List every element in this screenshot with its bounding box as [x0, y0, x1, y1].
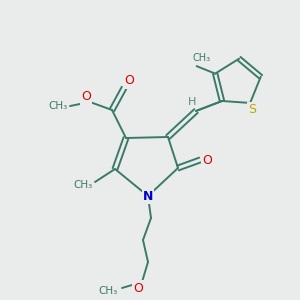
Text: O: O: [202, 154, 212, 166]
Text: S: S: [248, 103, 256, 116]
Text: H: H: [188, 97, 196, 107]
Text: CH₃: CH₃: [193, 53, 211, 63]
Text: CH₃: CH₃: [48, 101, 68, 111]
Text: CH₃: CH₃: [98, 286, 118, 296]
Text: O: O: [124, 74, 134, 88]
Text: O: O: [133, 281, 143, 295]
Text: O: O: [81, 91, 91, 103]
Text: N: N: [143, 190, 153, 202]
Text: CH₃: CH₃: [74, 180, 93, 190]
